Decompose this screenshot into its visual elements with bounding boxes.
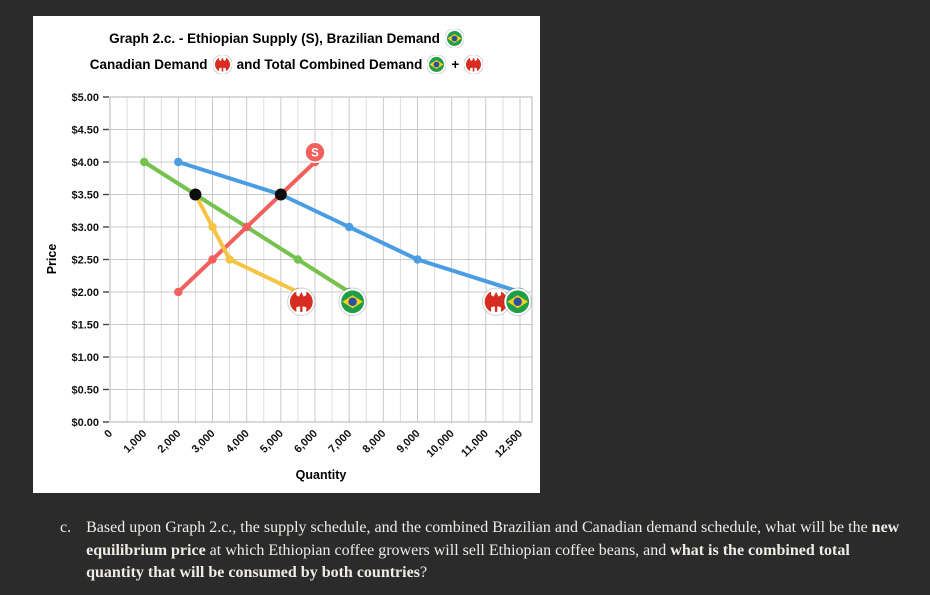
brazil-flag-marker xyxy=(444,28,464,48)
ethiopian-supply-s-line xyxy=(174,157,320,297)
y-tick-label: $3.00 xyxy=(71,222,99,234)
question-text: Based upon Graph 2.c., the supply schedu… xyxy=(86,517,910,585)
x-tick-label: 12,500 xyxy=(493,428,525,460)
question-marker: c. xyxy=(60,519,72,536)
y-axis-title: Price xyxy=(45,243,59,275)
canada-flag-marker xyxy=(287,287,316,316)
chart-title-line2-text-b: and Total Combined Demand xyxy=(236,56,423,72)
grid-lines xyxy=(109,96,533,423)
brazil-flag-icon xyxy=(427,54,447,74)
y-tick-label: $1.00 xyxy=(71,352,99,364)
brazil-flag-marker xyxy=(503,287,532,316)
chart-title-line2-text-a: Canadian Demand xyxy=(89,56,208,72)
x-axis-title: Quantity xyxy=(295,468,347,482)
question-bold-equilibrium-price: new equilibrium price xyxy=(86,519,900,559)
x-tick-label: 8,000 xyxy=(361,428,389,456)
question-text-part2: at which Ethiopian coffee growers will s… xyxy=(205,541,671,559)
y-tick-label: $2.50 xyxy=(71,255,99,267)
y-tick-label: $2.00 xyxy=(71,287,99,299)
y-tick-label: $1.50 xyxy=(71,320,99,332)
x-tick-label: 7,000 xyxy=(326,428,354,456)
x-tick-label: 3,000 xyxy=(190,428,218,456)
brazil-flag-marker xyxy=(427,54,447,74)
y-tick-label: $4.00 xyxy=(71,157,99,169)
canada-flag-icon xyxy=(464,54,484,74)
x-tick-label: 2,000 xyxy=(156,428,184,456)
equilibrium-dot xyxy=(274,188,287,201)
x-tick-label: 4,000 xyxy=(224,428,252,456)
plus-sign: + xyxy=(451,56,460,72)
equilibrium-dot xyxy=(189,188,202,201)
supply-curve-label: S xyxy=(304,141,326,164)
chart-title-line1-text: Graph 2.c. - Ethiopian Supply (S), Brazi… xyxy=(109,30,440,46)
question-text-part3: ? xyxy=(419,564,428,581)
y-tick-label: $4.50 xyxy=(71,125,99,137)
question-text-part1: Based upon Graph 2.c., the supply schedu… xyxy=(86,519,872,536)
y-tick-label: $5.00 xyxy=(71,92,99,104)
chart-title-line2: Canadian Demand and Total Combined Deman… xyxy=(33,51,540,77)
canada-flag-icon xyxy=(212,54,232,74)
brazil-flag-icon xyxy=(444,28,464,48)
brazil-flag-marker xyxy=(338,287,367,316)
canada-flag-marker xyxy=(212,54,232,74)
canada-flag-marker xyxy=(464,54,484,74)
x-tick-label: 0 xyxy=(102,428,115,441)
y-tick-label: $0.00 xyxy=(71,417,99,429)
y-tick-label: $0.50 xyxy=(71,385,99,397)
chart-panel: $5.00 $4.50 $4.00 $3.50 $3.00 $2.50 $2.00 $1.50… xyxy=(33,16,540,493)
x-tick-label: 6,000 xyxy=(292,428,320,456)
x-tick-label: 10,000 xyxy=(425,428,457,460)
x-tick-label: 11,000 xyxy=(459,428,491,460)
x-tick-label: 9,000 xyxy=(395,428,423,456)
y-tick-label: $3.50 xyxy=(71,190,99,202)
chart-title: Graph 2.c. - Ethiopian Supply (S), Brazi… xyxy=(33,25,540,77)
chart-plot: $5.00 $4.50 $4.00 $3.50 $3.00 $2.50 $2.00 $1.50… xyxy=(71,92,533,460)
supply-label-text: S xyxy=(311,147,319,159)
x-tick-label: 5,000 xyxy=(258,428,286,456)
question-bold-total-quantity: what is the combined total quantity that… xyxy=(86,541,850,582)
question-block: c. Based upon Graph 2.c., the supply sch… xyxy=(60,517,910,585)
x-tick-label: 1,000 xyxy=(121,428,149,456)
chart-title-line1: Graph 2.c. - Ethiopian Supply (S), Brazi… xyxy=(33,25,540,51)
